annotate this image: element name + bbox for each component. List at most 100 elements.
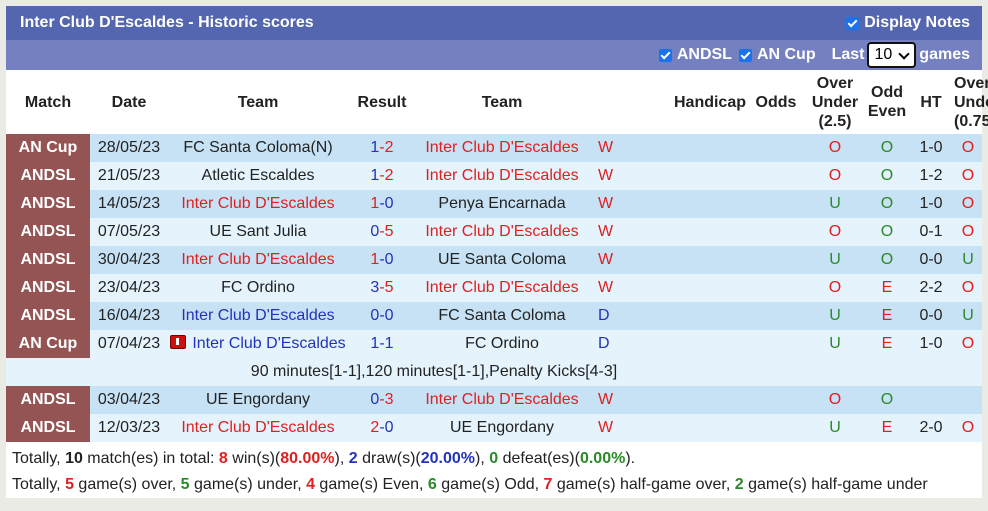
wins-count: 8 — [218, 450, 228, 467]
half-time-score: 1-0 — [908, 190, 954, 218]
home-score: 2 — [370, 419, 380, 436]
handicap — [648, 246, 748, 274]
over-under-075: U — [954, 302, 982, 330]
away-team-name[interactable]: Inter Club D'Escaldes — [425, 391, 579, 408]
match-type[interactable]: AN Cup — [6, 134, 90, 162]
away-team-name[interactable]: UE Engordany — [449, 419, 555, 436]
home-team-name[interactable]: Inter Club D'Escaldes — [181, 251, 335, 268]
home-team[interactable]: Atletic Escaldes — [168, 162, 348, 190]
home-team[interactable]: UE Sant Julia — [168, 218, 348, 246]
over-under-075: O — [954, 162, 982, 190]
home-team-name[interactable]: Atletic Escaldes — [201, 167, 315, 184]
last-games-value: 10 — [874, 46, 893, 63]
away-team-name[interactable]: Inter Club D'Escaldes — [425, 223, 579, 240]
home-team-name[interactable]: UE Engordany — [205, 391, 311, 408]
win-loss: W — [588, 246, 648, 274]
display-notes-toggle[interactable]: Display Notes — [846, 14, 970, 32]
away-team-name[interactable]: UE Santa Coloma — [437, 251, 567, 268]
away-team-name[interactable]: Inter Club D'Escaldes — [425, 279, 579, 296]
home-team[interactable]: Inter Club D'Escaldes — [168, 302, 348, 330]
half-time-score: 0-0 — [908, 246, 954, 274]
away-team[interactable]: Inter Club D'Escaldes — [416, 134, 588, 162]
away-team[interactable]: FC Ordino — [416, 330, 588, 358]
score-separator: - — [379, 195, 385, 212]
last-games-select[interactable]: 10 — [866, 42, 917, 68]
match-date: 12/03/23 — [90, 414, 168, 442]
match-note: 90 minutes[1-1],120 minutes[1-1],Penalty… — [6, 358, 982, 386]
result[interactable]: 1-1 — [348, 330, 416, 358]
match-type[interactable]: ANDSL — [6, 386, 90, 414]
result[interactable]: 1-2 — [348, 134, 416, 162]
away-team[interactable]: Inter Club D'Escaldes — [416, 162, 588, 190]
odd-even: E — [866, 274, 908, 302]
away-team-name[interactable]: FC Ordino — [465, 335, 539, 352]
away-team-name[interactable]: FC Santa Coloma — [438, 307, 566, 324]
filter-andsl[interactable]: ANDSL — [658, 46, 732, 64]
home-team[interactable]: Inter Club D'Escaldes — [168, 190, 348, 218]
away-team[interactable]: UE Engordany — [416, 414, 588, 442]
away-team-name[interactable]: Inter Club D'Escaldes — [425, 139, 579, 156]
away-team-name[interactable]: Inter Club D'Escaldes — [425, 167, 579, 184]
away-team[interactable]: FC Santa Coloma — [416, 302, 588, 330]
match-type[interactable]: ANDSL — [6, 302, 90, 330]
odd-count: 6 — [427, 476, 437, 493]
result[interactable]: 1-2 — [348, 162, 416, 190]
result[interactable]: 0-0 — [348, 302, 416, 330]
summary-text: game(s) half-game under — [743, 476, 928, 493]
result[interactable]: 0-3 — [348, 386, 416, 414]
match-note-row: 90 minutes[1-1],120 minutes[1-1],Penalty… — [6, 358, 982, 386]
away-score: 3 — [384, 391, 394, 408]
home-team[interactable]: Inter Club D'Escaldes — [168, 330, 348, 358]
away-score: 0 — [384, 419, 394, 436]
away-team-name[interactable]: Penya Encarnada — [438, 195, 566, 212]
home-team-name[interactable]: Inter Club D'Escaldes — [192, 335, 346, 352]
match-type[interactable]: ANDSL — [6, 218, 90, 246]
summary-text: draw(s)( — [357, 450, 421, 467]
home-team[interactable]: Inter Club D'Escaldes — [168, 414, 348, 442]
home-team-name[interactable]: Inter Club D'Escaldes — [181, 195, 335, 212]
over-under-075: O — [954, 274, 982, 302]
match-type[interactable]: ANDSL — [6, 246, 90, 274]
home-score: 1 — [370, 167, 380, 184]
away-team[interactable]: Inter Club D'Escaldes — [416, 274, 588, 302]
match-type[interactable]: ANDSL — [6, 162, 90, 190]
table-row: AN Cup 07/04/23 Inter Club D'Escaldes 1-1 FC… — [6, 330, 982, 358]
summary-text: ), — [475, 450, 490, 467]
home-team-name[interactable]: FC Santa Coloma(N) — [183, 139, 333, 156]
display-notes-checkbox[interactable] — [846, 16, 860, 30]
match-type[interactable]: ANDSL — [6, 414, 90, 442]
home-team-name[interactable]: Inter Club D'Escaldes — [181, 307, 335, 324]
home-team[interactable]: FC Ordino — [168, 274, 348, 302]
result[interactable]: 1-0 — [348, 190, 416, 218]
odds — [748, 414, 804, 442]
an-cup-checkbox[interactable] — [738, 48, 752, 62]
result[interactable]: 1-0 — [348, 246, 416, 274]
home-team-name[interactable]: FC Ordino — [221, 279, 295, 296]
match-type[interactable]: AN Cup — [6, 330, 90, 358]
away-team[interactable]: Inter Club D'Escaldes — [416, 386, 588, 414]
summary-text: game(s) under, — [189, 476, 307, 493]
away-team[interactable]: Penya Encarnada — [416, 190, 588, 218]
result[interactable]: 2-0 — [348, 414, 416, 442]
match-type[interactable]: ANDSL — [6, 274, 90, 302]
home-team[interactable]: UE Engordany — [168, 386, 348, 414]
away-team[interactable]: UE Santa Coloma — [416, 246, 588, 274]
match-type[interactable]: ANDSL — [6, 190, 90, 218]
over-under: U — [804, 190, 866, 218]
home-team-name[interactable]: Inter Club D'Escaldes — [181, 419, 335, 436]
away-score: 0 — [384, 307, 394, 324]
filter-an-cup[interactable]: AN Cup — [738, 46, 816, 64]
away-team[interactable]: Inter Club D'Escaldes — [416, 218, 588, 246]
home-team[interactable]: FC Santa Coloma(N) — [168, 134, 348, 162]
away-score: 2 — [384, 139, 394, 156]
home-team[interactable]: Inter Club D'Escaldes — [168, 246, 348, 274]
score-separator: - — [379, 167, 385, 184]
win-pct: 80.00% — [280, 450, 335, 467]
table-row: ANDSL 03/04/23 UE Engordany 0-3 Inter Club D… — [6, 386, 982, 414]
andsl-checkbox[interactable] — [658, 48, 672, 62]
result[interactable]: 3-5 — [348, 274, 416, 302]
over-under-075: O — [954, 414, 982, 442]
result[interactable]: 0-5 — [348, 218, 416, 246]
away-score: 1 — [384, 335, 394, 352]
home-team-name[interactable]: UE Sant Julia — [209, 223, 307, 240]
